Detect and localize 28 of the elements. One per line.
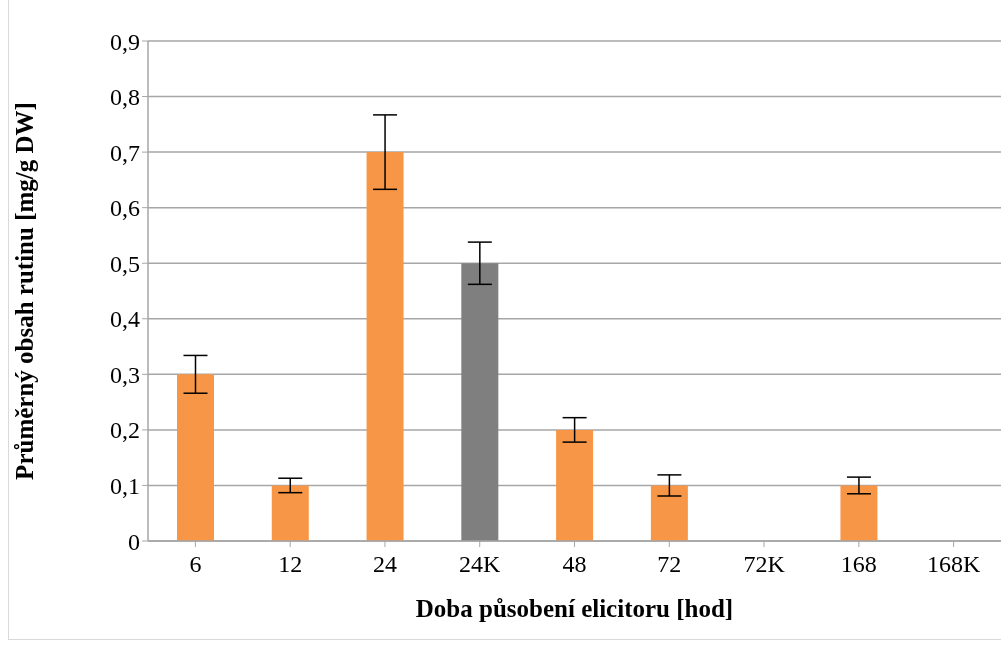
y-tick-label: 0,2 [110,417,140,444]
x-tick-label: 24 [372,551,397,578]
bar [461,263,499,541]
y-tick-label: 0,7 [110,139,140,166]
x-tick-label: 72 [657,551,682,578]
bar [177,374,214,541]
x-tick-label: 168K [926,551,981,578]
bar [650,485,688,541]
x-tick-label: 24K [459,551,502,578]
y-tick-label: 0 [128,528,140,555]
x-tick-label: 72K [743,551,786,578]
y-tick-label: 0,9 [110,28,140,55]
bar [366,152,404,541]
x-tick-label: 12 [278,551,303,578]
y-tick-label: 0,4 [110,306,140,333]
y-tick-label: 0,3 [110,361,140,388]
y-tick-label: 0,5 [110,250,140,277]
y-axis-title: Průměrný obsah rutinu [mg/g DW] [10,102,38,480]
x-tick-label: 48 [562,551,587,578]
x-axis-title: Doba působení elicitoru [hod] [415,595,734,622]
x-tick-label: 168 [840,551,877,578]
bar [840,485,878,541]
bar [271,485,309,541]
bar [556,429,594,541]
y-tick-label: 0,6 [110,195,140,222]
y-tick-label: 0,8 [110,84,140,111]
x-tick-label: 6 [189,551,202,578]
y-tick-label: 0,1 [110,472,140,499]
